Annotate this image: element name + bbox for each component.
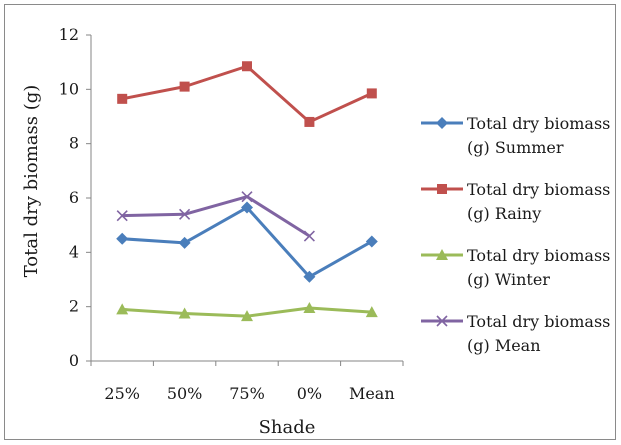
x-tick-label: Mean: [349, 384, 395, 403]
data-point-gmean: [241, 191, 253, 203]
series-line-gsummer: [122, 206, 373, 279]
series-line-gmean: [122, 195, 311, 238]
data-point-gwinter: [241, 310, 253, 322]
legend-label-line2: (g) Mean: [467, 336, 541, 355]
series-line-grainy: [121, 64, 373, 124]
x-tick-label: 75%: [229, 384, 265, 403]
y-tick-label: 2: [69, 297, 79, 316]
data-point-grainy: [179, 81, 190, 92]
data-point-gwinter: [303, 302, 316, 314]
legend-marker-gwinter: [436, 249, 448, 260]
data-point-gwinter: [365, 306, 378, 318]
data-point-gsummer: [303, 270, 316, 283]
data-point-grainy: [242, 61, 252, 72]
y-tick-label: 12: [59, 25, 79, 44]
x-tick-label: 50%: [167, 384, 203, 403]
series-markers: [116, 61, 378, 322]
legend-marker-grainy: [437, 184, 447, 194]
chart-frame: 0 2 4 6 8 10 12 25% 50% 75% 0% Mean Total dry biom…: [4, 4, 616, 440]
legend-label-line1: Total dry biomass: [467, 312, 610, 331]
x-tick-label: 0%: [297, 384, 322, 403]
data-point-gmean: [179, 208, 191, 220]
x-tick-labels: 25% 50% 75% 0% Mean: [104, 384, 394, 403]
legend-marker-gsummer: [436, 117, 448, 129]
legend-label-line1: Total dry biomass: [467, 180, 610, 199]
data-point-gmean: [116, 210, 128, 222]
y-axis-title: Total dry biomass (g): [21, 85, 42, 278]
x-axis-title: Shade: [259, 417, 316, 438]
data-point-gwinter: [116, 303, 129, 315]
legend-label-line2: (g) Winter: [467, 270, 550, 289]
legend-entry-gmean: Total dry biomass (g) Mean: [421, 312, 610, 355]
legend-entry-gsummer: Total dry biomass (g) Summer: [421, 114, 610, 157]
data-point-grainy: [117, 93, 128, 104]
y-tick-labels: 0 2 4 6 8 10 12: [59, 25, 79, 370]
data-point-gsummer: [241, 201, 253, 214]
data-point-grainy: [304, 116, 315, 127]
axes: [86, 34, 404, 366]
legend-label-line2: (g) Summer: [467, 138, 564, 157]
y-tick-label: 0: [69, 351, 79, 370]
data-point-gsummer: [365, 235, 378, 248]
x-tick-label: 25%: [104, 384, 140, 403]
legend-entry-gwinter: Total dry biomass (g) Winter: [421, 246, 610, 289]
legend-label-line1: Total dry biomass: [467, 114, 610, 133]
data-point-gwinter: [178, 307, 191, 319]
legend-marker-gmean: [436, 315, 448, 327]
data-point-gmean: [303, 230, 315, 242]
line-chart: 0 2 4 6 8 10 12 25% 50% 75% 0% Mean Total dry biom…: [21, 25, 610, 438]
y-tick-label: 6: [69, 188, 79, 207]
data-point-gsummer: [178, 236, 191, 249]
legend-entry-grainy: Total dry biomass (g) Rainy: [421, 180, 610, 223]
y-tick-label: 10: [59, 79, 79, 98]
legend-label-line2: (g) Rainy: [467, 204, 541, 223]
data-point-gsummer: [116, 232, 129, 245]
series-lines: [121, 64, 373, 318]
y-tick-label: 8: [69, 134, 79, 153]
legend-label-line1: Total dry biomass: [467, 246, 610, 265]
y-tick-label: 4: [69, 242, 79, 261]
data-point-grainy: [366, 88, 377, 99]
